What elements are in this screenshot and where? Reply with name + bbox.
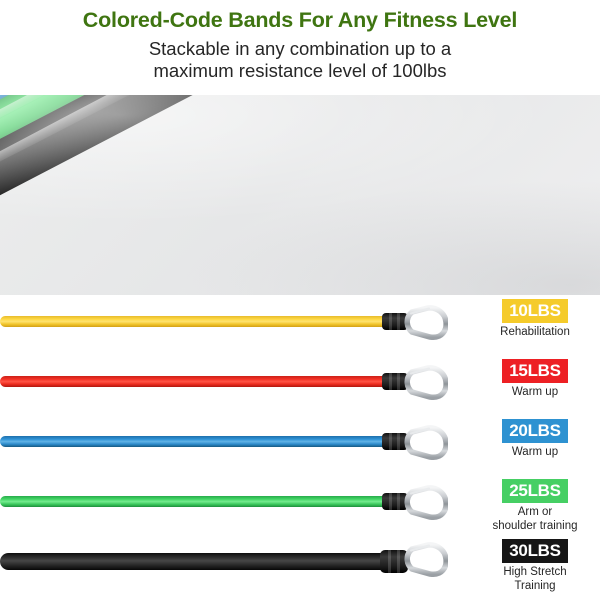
- yellow-band-cord: [0, 316, 390, 327]
- band-use-text: Arm or: [517, 506, 553, 519]
- red-band-cord: [0, 376, 390, 387]
- band-use-text: Warm up: [511, 446, 559, 459]
- band-label-green: 25LBS Arm or shoulder training: [470, 479, 600, 533]
- band-label-yellow: 10LBS Rehabilitation: [470, 299, 600, 340]
- subtitle-line-1: Stackable in any combination up to a: [148, 37, 452, 59]
- band-label-blue: 20LBS Warm up: [470, 419, 600, 460]
- sleeve-ring: [389, 313, 392, 330]
- band-use-text: Rehabilitation: [500, 326, 570, 339]
- black-band-cord: [0, 553, 390, 570]
- band-row: [0, 475, 600, 535]
- sleeve-ring: [388, 550, 391, 573]
- page-title: Colored-Code Bands For Any Fitness Level: [82, 8, 518, 32]
- band-row: [0, 355, 600, 415]
- band-use-text: High Stretch: [503, 566, 567, 579]
- weight-badge-10lbs: 10LBS: [502, 299, 568, 324]
- carabiner-clip-icon: [404, 305, 448, 341]
- subtitle-line-2: maximum resistance level of 100lbs: [153, 60, 447, 82]
- band-label-red: 15LBS Warm up: [470, 359, 600, 400]
- sleeve-ring: [389, 373, 392, 390]
- weight-badge-30lbs: 30LBS: [502, 539, 568, 564]
- hero-product-photo: [0, 95, 600, 295]
- yellow-band-sleeve: [382, 313, 408, 330]
- blue-band-cord: [0, 436, 390, 447]
- band-use-text-line2: Training: [514, 579, 556, 592]
- band-row: [0, 295, 600, 355]
- red-band-sleeve: [382, 373, 408, 390]
- weight-badge-25lbs: 25LBS: [502, 479, 568, 504]
- band-label-black: 30LBS High Stretch Training: [470, 539, 600, 593]
- sleeve-ring: [389, 433, 392, 450]
- weight-badge-15lbs: 15LBS: [502, 359, 568, 384]
- black-band-sleeve: [380, 550, 408, 573]
- green-band-cord: [0, 496, 390, 507]
- band-use-text: Warm up: [511, 386, 559, 399]
- weight-badge-20lbs: 20LBS: [502, 419, 568, 444]
- band-rows-section: [0, 295, 600, 600]
- carabiner-clip-icon: [404, 542, 448, 578]
- blue-band-sleeve: [382, 433, 408, 450]
- sleeve-ring: [397, 373, 400, 390]
- carabiner-clip-icon: [404, 365, 448, 401]
- band-use-text-line2: shoulder training: [492, 519, 578, 532]
- sleeve-ring: [397, 493, 400, 510]
- sleeve-ring: [397, 550, 400, 573]
- band-row: [0, 535, 600, 600]
- hero-black-tube: [0, 95, 600, 289]
- carabiner-clip-icon: [404, 425, 448, 461]
- carabiner-clip-icon: [404, 485, 448, 521]
- green-band-sleeve: [382, 493, 408, 510]
- sleeve-ring: [389, 493, 392, 510]
- sleeve-ring: [397, 433, 400, 450]
- sleeve-ring: [397, 313, 400, 330]
- band-row: [0, 415, 600, 475]
- resistance-labels-section: 10LBS Rehabilitation 15LBS Warm up 20LBS…: [470, 295, 600, 600]
- header-section: Colored-Code Bands For Any Fitness Level…: [0, 0, 600, 95]
